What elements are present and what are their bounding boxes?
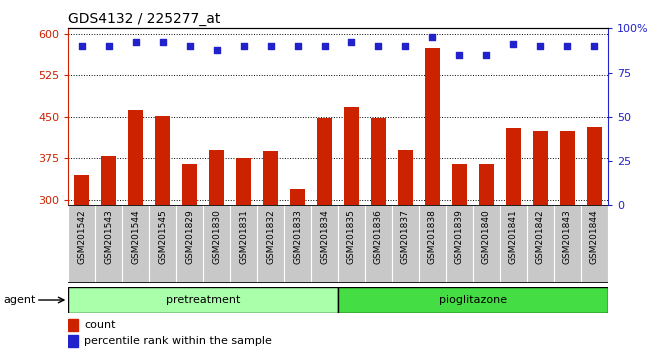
Point: [239, 43, 249, 49]
Point: [373, 43, 384, 49]
Bar: [425, 48, 440, 205]
Point: [454, 52, 465, 58]
Point: [265, 43, 276, 49]
Point: [103, 43, 114, 49]
Text: GSM201544: GSM201544: [131, 209, 140, 264]
Bar: [452, 164, 467, 205]
Text: GSM201833: GSM201833: [293, 209, 302, 264]
Point: [211, 47, 222, 52]
Bar: [560, 131, 575, 205]
Text: agent: agent: [3, 295, 36, 305]
Text: GSM201832: GSM201832: [266, 209, 275, 264]
Text: GSM201545: GSM201545: [158, 209, 167, 264]
Text: GSM201841: GSM201841: [509, 209, 518, 264]
Bar: [398, 150, 413, 205]
Text: GSM201829: GSM201829: [185, 209, 194, 264]
Point: [589, 43, 599, 49]
Point: [185, 43, 195, 49]
Point: [400, 43, 411, 49]
Point: [77, 43, 87, 49]
Bar: [338, 287, 608, 313]
Text: GSM201842: GSM201842: [536, 209, 545, 264]
Text: GSM201831: GSM201831: [239, 209, 248, 264]
Bar: [371, 119, 386, 205]
Bar: [290, 189, 305, 205]
Bar: [317, 118, 332, 205]
Point: [319, 43, 330, 49]
Point: [346, 40, 357, 45]
Bar: [101, 155, 116, 205]
Text: GSM201838: GSM201838: [428, 209, 437, 264]
Bar: [68, 319, 78, 331]
Point: [481, 52, 491, 58]
Point: [131, 40, 141, 45]
Text: GSM201830: GSM201830: [212, 209, 221, 264]
Text: pioglitazone: pioglitazone: [439, 295, 507, 305]
Bar: [182, 164, 197, 205]
Bar: [236, 158, 251, 205]
Text: count: count: [84, 320, 116, 330]
Bar: [533, 131, 548, 205]
Point: [427, 34, 437, 40]
Bar: [587, 127, 602, 205]
Bar: [209, 150, 224, 205]
Text: GDS4132 / 225277_at: GDS4132 / 225277_at: [68, 12, 220, 26]
Bar: [263, 151, 278, 205]
Text: GSM201542: GSM201542: [77, 209, 86, 264]
Text: GSM201839: GSM201839: [455, 209, 464, 264]
Bar: [479, 164, 494, 205]
Bar: [344, 107, 359, 205]
Text: GSM201840: GSM201840: [482, 209, 491, 264]
Text: GSM201543: GSM201543: [104, 209, 113, 264]
Point: [292, 43, 303, 49]
Bar: [74, 175, 89, 205]
Text: percentile rank within the sample: percentile rank within the sample: [84, 336, 272, 346]
Text: GSM201835: GSM201835: [347, 209, 356, 264]
Text: GSM201844: GSM201844: [590, 209, 599, 264]
Point: [157, 40, 168, 45]
Bar: [68, 287, 338, 313]
Bar: [155, 116, 170, 205]
Point: [562, 43, 573, 49]
Text: pretreatment: pretreatment: [166, 295, 240, 305]
Text: GSM201834: GSM201834: [320, 209, 329, 264]
Bar: [68, 335, 78, 347]
Text: GSM201836: GSM201836: [374, 209, 383, 264]
Point: [508, 41, 519, 47]
Bar: [128, 110, 143, 205]
Text: GSM201843: GSM201843: [563, 209, 572, 264]
Text: GSM201837: GSM201837: [401, 209, 410, 264]
Bar: [506, 128, 521, 205]
Point: [535, 43, 545, 49]
